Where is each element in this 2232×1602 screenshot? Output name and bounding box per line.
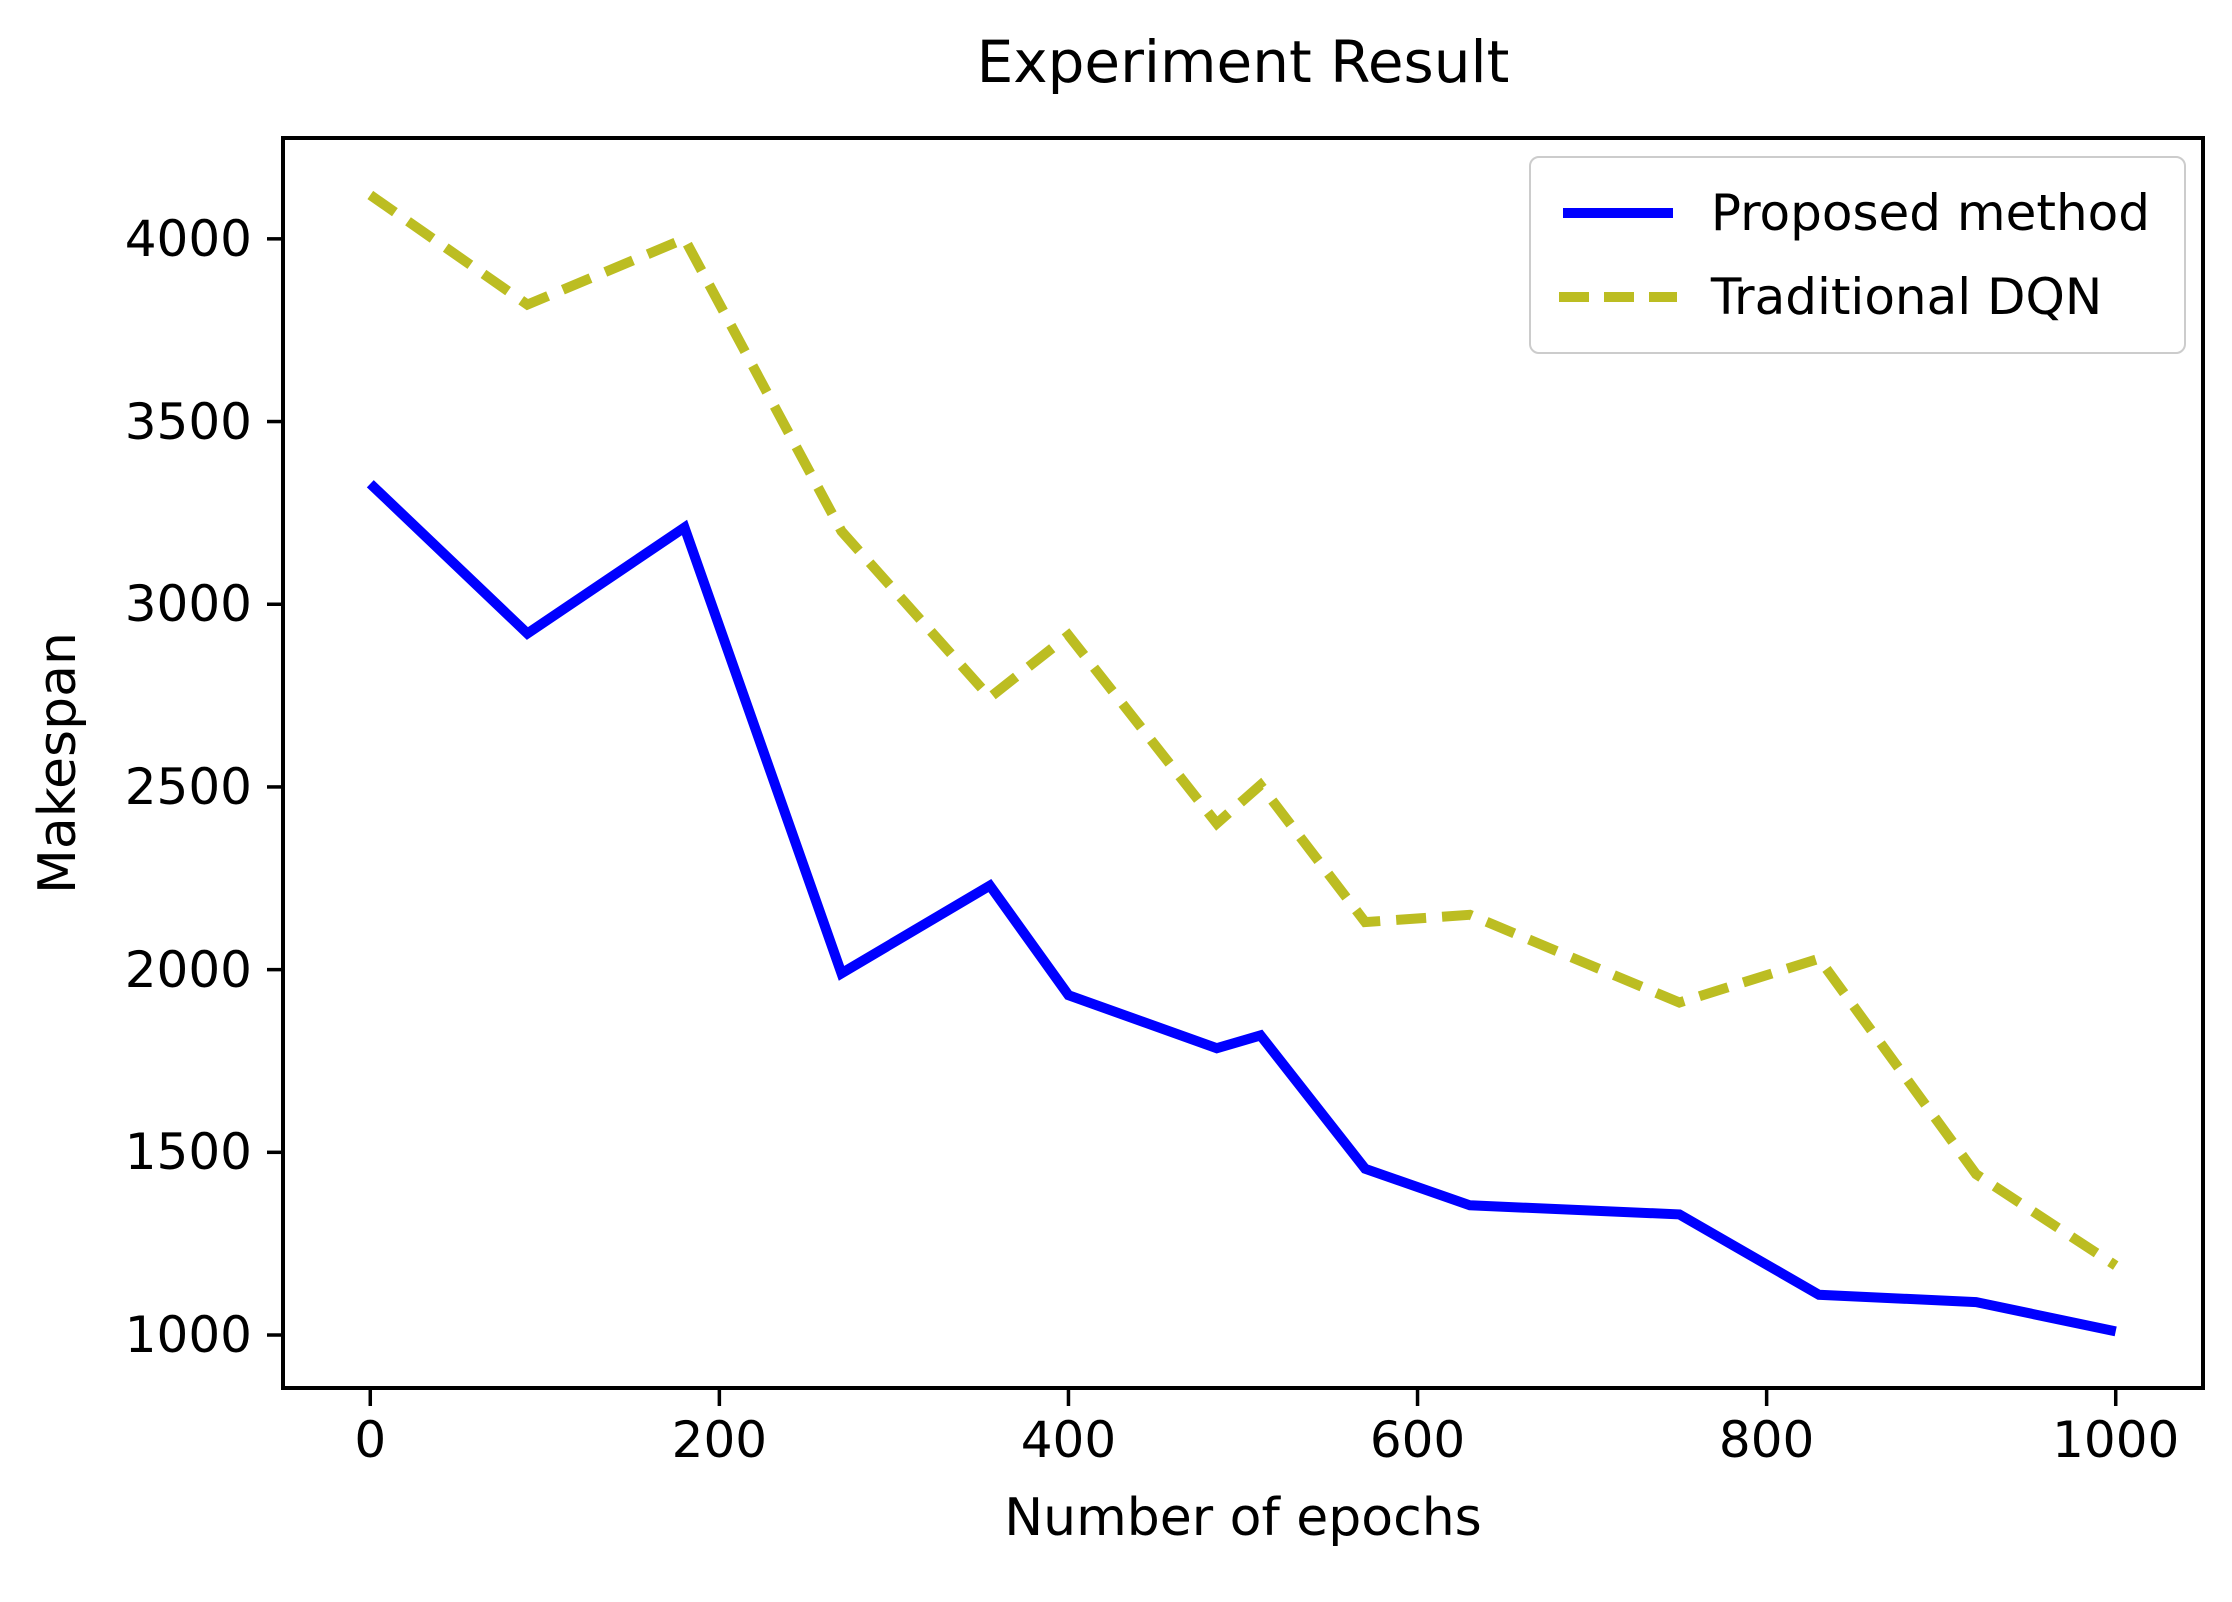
x-tick-label: 200 <box>671 1411 768 1469</box>
x-tick-label: 1000 <box>2052 1411 2180 1469</box>
y-tick-label: 3000 <box>124 575 252 634</box>
x-tick-label: 800 <box>1718 1411 1815 1469</box>
series-line-traditional-dqn <box>367 190 2119 1270</box>
x-tick-label: 400 <box>1020 1411 1117 1469</box>
x-axis-label: Number of epochs <box>1004 1488 1482 1548</box>
y-tick-label: 1000 <box>124 1306 252 1365</box>
legend-label: Proposed method <box>1710 184 2150 242</box>
axes-frame <box>281 136 2205 1390</box>
chart-title: Experiment Result <box>976 28 1510 96</box>
x-tick-label: 0 <box>354 1411 387 1469</box>
y-tick-label: 4000 <box>124 209 252 268</box>
y-tick-label: 3500 <box>124 392 252 451</box>
x-tick-label: 600 <box>1369 1411 1466 1469</box>
y-tick-label: 2000 <box>124 940 252 999</box>
legend-item-traditional-dqn: Traditional DQN <box>1558 268 2150 326</box>
legend: Proposed method Traditional DQN <box>1528 156 2186 354</box>
legend-label: Traditional DQN <box>1710 268 2103 326</box>
y-tick-label: 2500 <box>124 757 252 816</box>
legend-line-dashed-icon <box>1558 292 1677 302</box>
legend-line-solid-icon <box>1562 208 1673 218</box>
series-line-proposed-method <box>366 480 2117 1337</box>
y-tick-label: 1500 <box>124 1123 252 1182</box>
legend-item-proposed-method: Proposed method <box>1559 184 2150 242</box>
